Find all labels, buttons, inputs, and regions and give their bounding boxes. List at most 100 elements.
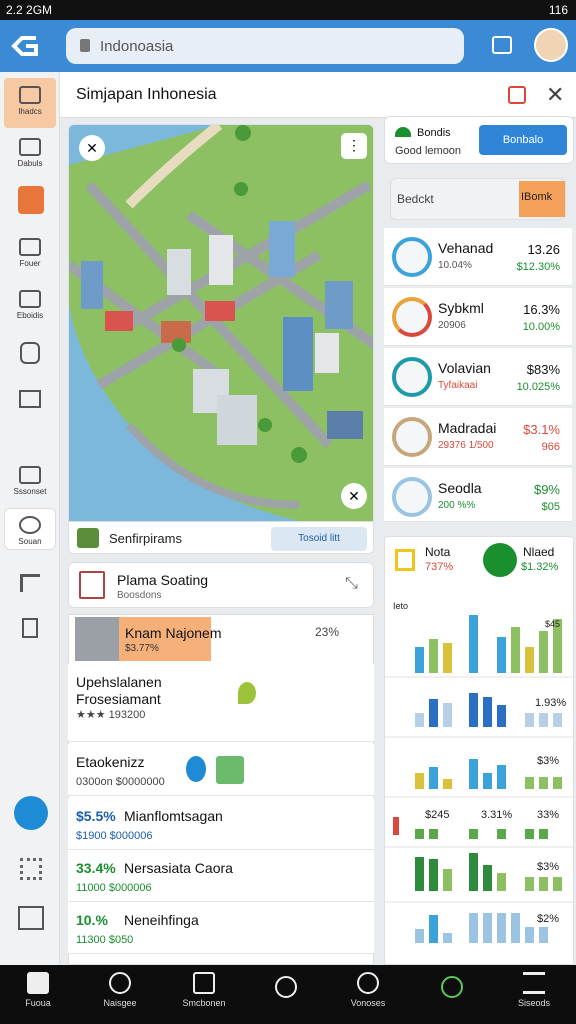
stats-label: $245: [425, 809, 450, 821]
item-value: $5.5%: [76, 808, 116, 824]
list-item[interactable]: 33.4% Nersasiata Caora 11000 $000006: [68, 850, 374, 902]
stats-left-title: Nota: [425, 545, 451, 559]
map[interactable]: [69, 125, 374, 521]
search-text: Indonoasia: [100, 38, 174, 55]
item-title: Neneihfinga: [124, 912, 199, 928]
row-name: Volavian: [438, 360, 491, 376]
map-button[interactable]: Tosoid litt: [271, 527, 367, 551]
right-search-placeholder: Bedckt: [397, 192, 434, 206]
lock-icon: [80, 39, 90, 52]
nav-item[interactable]: [251, 976, 321, 1002]
right-search-button[interactable]: IBomk: [519, 181, 565, 217]
sidebar-item[interactable]: Fouer: [0, 238, 60, 268]
right-row[interactable]: Sybkml 20906 16.3% 10.00%: [384, 288, 572, 346]
sidebar-icon[interactable]: [18, 186, 44, 214]
nav-label: Smcbonen: [182, 998, 226, 1008]
nav-item[interactable]: Smcbonen: [169, 972, 239, 1008]
map-collapse[interactable]: ✕: [341, 483, 367, 509]
sidebar-label: Ihadcs: [18, 107, 42, 116]
list-thumb: [75, 617, 119, 661]
search-box[interactable]: Indonoasia: [66, 28, 464, 64]
stats-label: 1.93%: [535, 697, 567, 709]
sidebar-icon[interactable]: [20, 858, 42, 880]
row-sub: 200 %%: [438, 500, 476, 511]
stats-card: Nota 737% Nlaed $1.32% Ieto $45 1.93% $3…: [384, 536, 574, 965]
icon: [19, 466, 41, 484]
nav-icon: [441, 976, 463, 998]
search-card-title: Plama Soating: [117, 572, 209, 588]
row-icon: [392, 297, 432, 337]
row-sub: 29376 1/500: [438, 440, 494, 451]
sidebar-icon[interactable]: [20, 342, 40, 364]
row-icon: [392, 477, 432, 517]
icon: [19, 138, 41, 156]
row-name: Seodla: [438, 480, 482, 496]
list-item[interactable]: Upehslalanen Frosesiamant ★★★ 193200: [68, 664, 374, 742]
search-card[interactable]: Plama Soating Boosdons ⤡: [68, 562, 374, 608]
close-button[interactable]: ✕: [546, 82, 565, 107]
right-row[interactable]: Seodla 200 %% $9% $05: [384, 468, 572, 522]
expand-icon[interactable]: ⤡: [345, 575, 358, 592]
search-card-subtitle: Boosdons: [117, 590, 162, 601]
map-close[interactable]: ✕: [79, 135, 105, 161]
row-icon: [392, 357, 432, 397]
top-bar: Indonoasia: [0, 20, 576, 72]
nav-item[interactable]: Siseods: [499, 972, 569, 1008]
avatar[interactable]: [534, 28, 568, 62]
sidebar-label: Dabuls: [17, 159, 43, 168]
right-row[interactable]: Volavian Tyfaikaai $83% 10.025%: [384, 348, 572, 406]
row-sub-value: 10.00%: [522, 321, 560, 333]
nav-label: Fuoua: [25, 998, 51, 1008]
stats-icon: [483, 543, 517, 577]
list-item[interactable]: 10.% Neneihfinga 11300 $050: [68, 902, 374, 954]
list-item[interactable]: $5.5% Mianflomtsagan $1900 $000006: [68, 798, 374, 850]
item-sub: ★★★ 193200: [76, 709, 146, 721]
nav-icon: [357, 972, 379, 994]
right-row[interactable]: Madradai 29376 1/500 $3.1% 966: [384, 408, 572, 466]
sidebar-fab[interactable]: [14, 796, 48, 830]
nav-icon: [109, 972, 131, 994]
sidebar-icon[interactable]: [18, 906, 44, 930]
row-value: 13.26: [527, 242, 560, 257]
nav-icon: [27, 972, 49, 994]
item-sub: $1900 $000006: [76, 830, 153, 842]
promo-icon: [395, 127, 411, 137]
map-menu[interactable]: ⋮: [341, 133, 367, 159]
promo-subtitle: Good lemoon: [395, 145, 462, 157]
right-row[interactable]: Vehanad 10.04% 13.26 $12.30%: [384, 228, 572, 286]
item-title: Upehslalanen Frosesiamant: [76, 674, 162, 707]
sidebar-item[interactable]: Dabuls: [0, 138, 60, 168]
sidebar-item[interactable]: Sssonset: [0, 466, 60, 496]
sidebar: Ihadcs Dabuls Fouer Eboidis Sssonset Sou…: [0, 72, 60, 965]
nav-icon: [275, 976, 297, 998]
row-value: $83%: [526, 362, 560, 377]
stats-right-title: Nlaed: [523, 545, 555, 559]
item-icon: [186, 756, 206, 782]
map-footer-text: Senfirpirams: [109, 531, 182, 546]
notification-icon[interactable]: [492, 36, 512, 54]
nav-item[interactable]: Vonoses: [333, 972, 403, 1008]
promo-card: Bondis Good lemoon Bonbalo: [384, 116, 574, 164]
nav-label: Vonoses: [350, 998, 386, 1008]
right-search[interactable]: Bedckt IBomk: [390, 178, 566, 220]
alert-icon[interactable]: [508, 86, 526, 104]
stats-label: Ieto: [393, 601, 409, 611]
sidebar-item[interactable]: Souan: [0, 516, 60, 546]
sidebar-icon[interactable]: [19, 390, 41, 408]
promo-button[interactable]: Bonbalo: [479, 125, 567, 155]
nav-label: Naisgee: [103, 998, 137, 1008]
app-logo[interactable]: [10, 32, 42, 60]
sidebar-item[interactable]: Eboidis: [0, 290, 60, 320]
sidebar-icon[interactable]: [22, 618, 38, 638]
nav-item[interactable]: Naisgee: [85, 972, 155, 1008]
item-value: 10.%: [76, 912, 108, 928]
nav-item[interactable]: [417, 976, 487, 1002]
row-sub-value: $12.30%: [516, 261, 560, 273]
list-item[interactable]: Etaokenizz 0300on $0000000: [68, 744, 374, 796]
panel-header: Simjapan Inhonesia ✕: [60, 72, 576, 118]
nav-item[interactable]: Fuoua: [3, 972, 73, 1008]
sidebar-item[interactable]: Ihadcs: [0, 86, 60, 116]
sidebar-icon[interactable]: [20, 574, 40, 592]
stats-label: $2%: [537, 913, 560, 925]
